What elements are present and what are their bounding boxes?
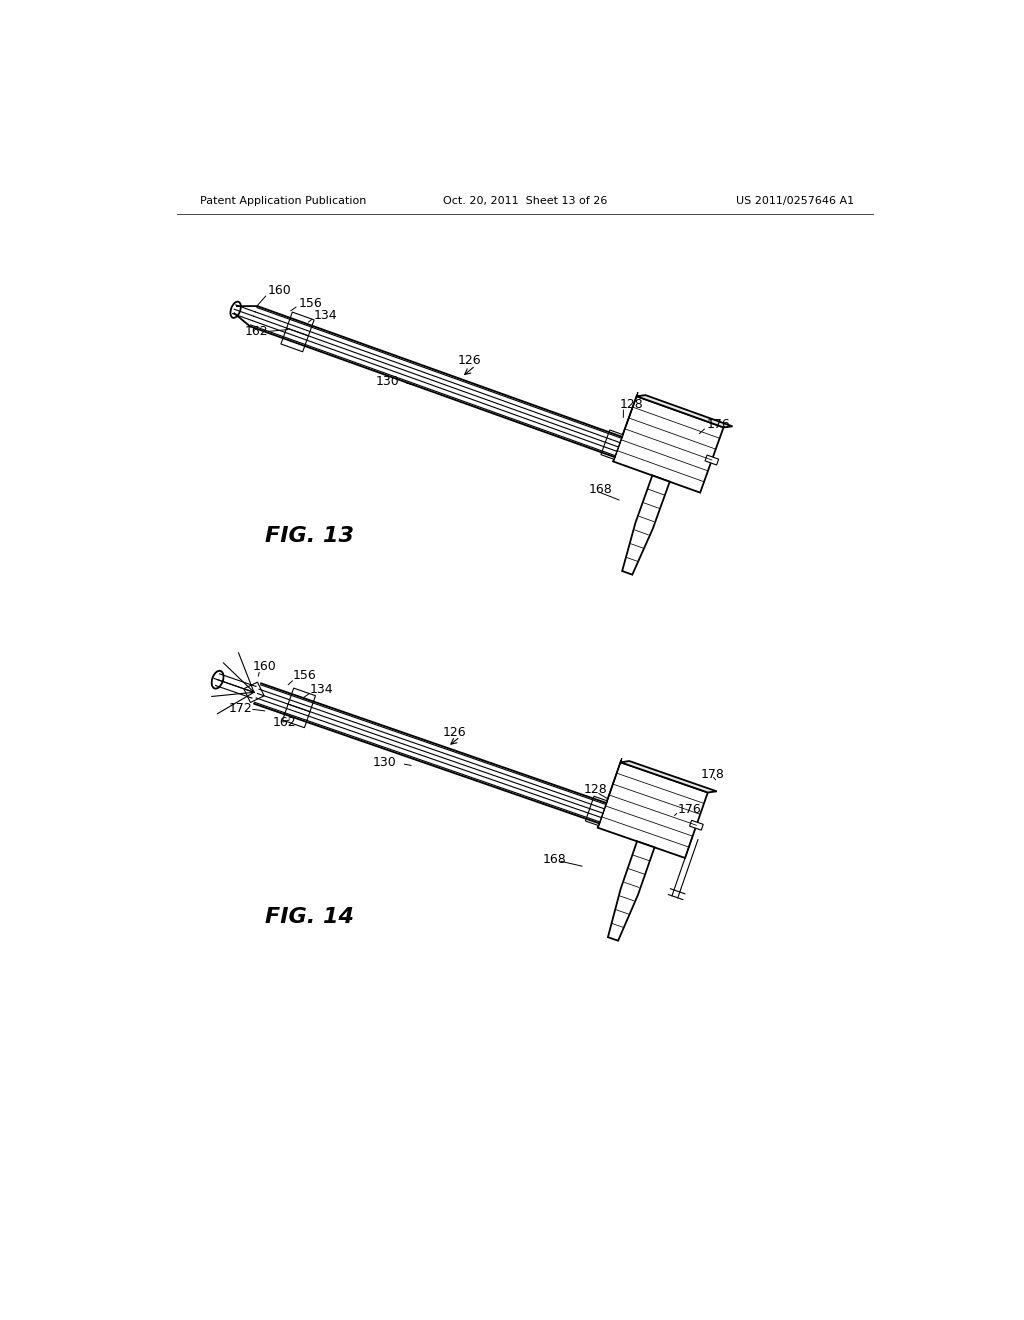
Polygon shape — [283, 688, 315, 727]
Polygon shape — [705, 455, 719, 465]
Text: 134: 134 — [309, 684, 333, 696]
Polygon shape — [598, 762, 708, 858]
Text: Patent Application Publication: Patent Application Publication — [200, 195, 367, 206]
Text: 168: 168 — [589, 483, 612, 496]
Text: FIG. 14: FIG. 14 — [265, 907, 354, 927]
Text: 176: 176 — [677, 803, 701, 816]
Polygon shape — [613, 396, 724, 492]
Text: 130: 130 — [376, 375, 399, 388]
Polygon shape — [601, 430, 623, 459]
Polygon shape — [623, 475, 670, 574]
Text: 162: 162 — [245, 325, 268, 338]
Ellipse shape — [212, 671, 223, 689]
Text: 160: 160 — [267, 284, 292, 297]
Polygon shape — [608, 841, 654, 941]
Polygon shape — [244, 682, 264, 702]
Polygon shape — [281, 312, 314, 351]
Polygon shape — [637, 395, 732, 428]
Polygon shape — [689, 820, 703, 830]
Text: FIG. 13: FIG. 13 — [265, 525, 354, 545]
Ellipse shape — [230, 302, 241, 318]
Text: 126: 126 — [442, 726, 466, 739]
Polygon shape — [621, 762, 717, 792]
Polygon shape — [586, 796, 607, 825]
Text: 156: 156 — [292, 669, 316, 682]
Text: 128: 128 — [620, 399, 643, 412]
Text: 134: 134 — [313, 309, 338, 322]
Text: 126: 126 — [458, 354, 481, 367]
Text: 162: 162 — [273, 717, 297, 730]
Text: 168: 168 — [543, 853, 566, 866]
Text: 156: 156 — [298, 297, 323, 310]
Text: 178: 178 — [700, 768, 724, 781]
Polygon shape — [613, 392, 638, 462]
Text: US 2011/0257646 A1: US 2011/0257646 A1 — [736, 195, 854, 206]
Text: 128: 128 — [584, 783, 607, 796]
Polygon shape — [598, 759, 622, 828]
Text: Oct. 20, 2011  Sheet 13 of 26: Oct. 20, 2011 Sheet 13 of 26 — [442, 195, 607, 206]
Text: 176: 176 — [707, 417, 730, 430]
Text: 172: 172 — [229, 702, 253, 715]
Text: 130: 130 — [373, 756, 397, 770]
Text: 160: 160 — [252, 660, 276, 673]
